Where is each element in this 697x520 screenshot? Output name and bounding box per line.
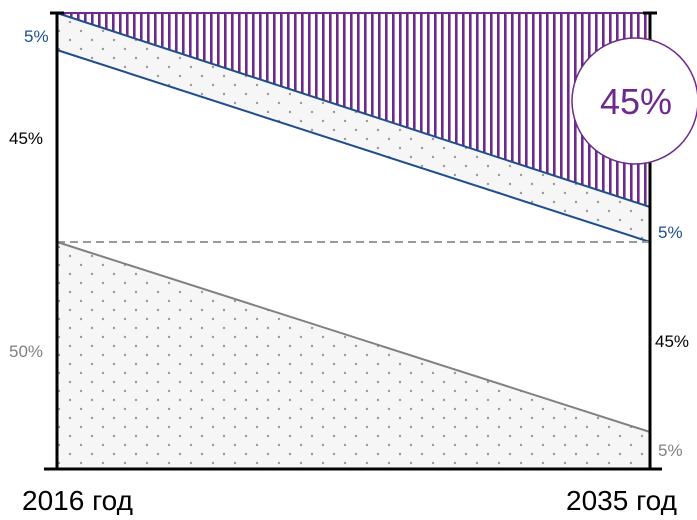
right-middle-percent: 45% <box>655 332 689 351</box>
year-end-label: 2035 год <box>566 485 677 515</box>
bubble-label: 45% <box>600 81 672 122</box>
gray-diagonal-line <box>56 241 651 433</box>
blue-dotted-band <box>57 13 650 242</box>
left-top-percent: 5% <box>24 27 49 46</box>
right-bottom-percent: 5% <box>658 441 683 460</box>
blue-upper-line <box>56 12 651 208</box>
blue-lower-line <box>56 49 651 243</box>
left-lower-percent: 50% <box>9 342 43 361</box>
year-start-label: 2016 год <box>22 485 133 515</box>
left-middle-percent: 45% <box>9 129 43 148</box>
right-blue-percent: 5% <box>658 223 683 242</box>
bubble-circle <box>571 37 697 165</box>
gray-dotted-region <box>57 242 650 469</box>
